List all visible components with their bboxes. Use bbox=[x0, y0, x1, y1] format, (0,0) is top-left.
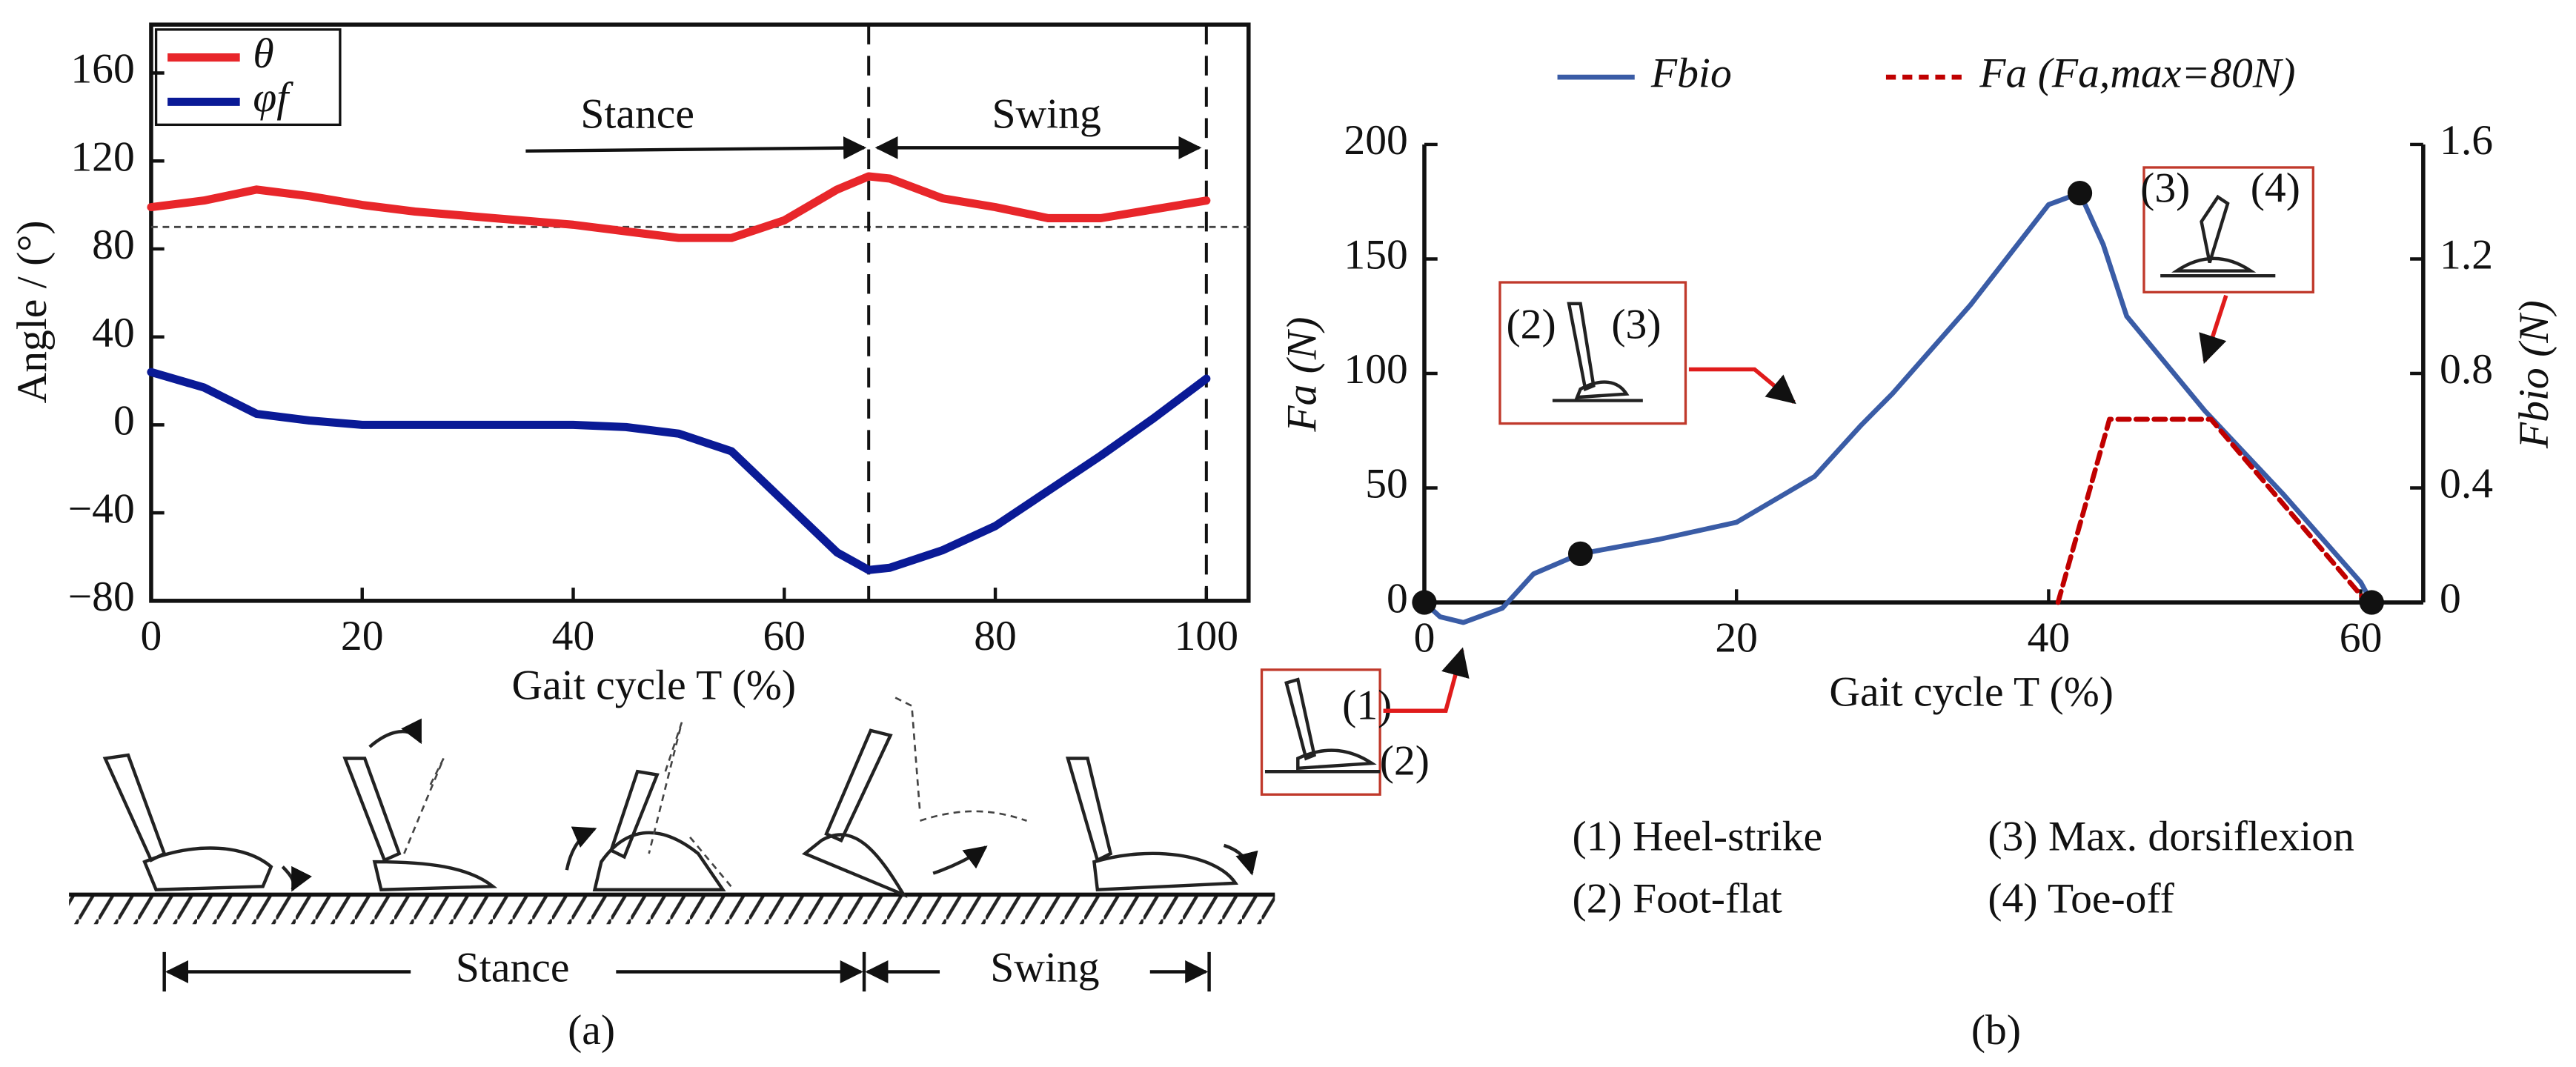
x-tick-label: 60 bbox=[2340, 614, 2383, 661]
x-tick-label: 0 bbox=[1414, 614, 1435, 661]
event-point bbox=[2359, 590, 2384, 615]
inset-figure bbox=[1264, 677, 1381, 774]
series-line bbox=[147, 172, 1211, 242]
inset-box bbox=[1260, 668, 1381, 796]
y-tick-label: 80 bbox=[92, 222, 135, 268]
y-tick-label: 50 bbox=[1365, 461, 1408, 508]
series-line bbox=[1421, 190, 2374, 625]
event-point bbox=[1412, 590, 1437, 615]
legend-box bbox=[154, 28, 342, 127]
plot-frame bbox=[149, 22, 1251, 603]
event-point bbox=[2067, 181, 2093, 206]
series-line bbox=[2055, 416, 2370, 605]
annotation: Swing bbox=[992, 91, 1101, 138]
y-tick-label: 150 bbox=[1344, 232, 1407, 279]
y2-tick-label: 0.4 bbox=[2440, 461, 2493, 508]
inset-label: (3) bbox=[1611, 301, 1661, 348]
pointer-arrow bbox=[1688, 367, 1796, 405]
y-tick-label: 40 bbox=[92, 310, 135, 356]
y-tick-label: 100 bbox=[1344, 346, 1407, 393]
inset-label: (2) bbox=[1506, 301, 1556, 348]
y-axis-label: Fa (N) bbox=[1279, 317, 1326, 433]
x-axis-label: Gait cycle T (%) bbox=[1829, 669, 2114, 716]
inset-figure bbox=[2160, 194, 2276, 278]
inset-label: (4) bbox=[2251, 164, 2300, 211]
x-tick-label: 40 bbox=[2028, 614, 2071, 661]
annotation: Stance bbox=[580, 91, 694, 138]
y2-tick-label: 0 bbox=[2440, 575, 2461, 622]
y-tick-label: −40 bbox=[68, 485, 135, 532]
inset-label: (3) bbox=[2140, 164, 2190, 211]
phase-label: (3) Max. dorsiflexion bbox=[1988, 814, 2354, 860]
illustration-label: Stance bbox=[456, 945, 570, 991]
caption: (b) bbox=[1971, 1007, 2021, 1054]
y-tick-label: −80 bbox=[68, 574, 135, 620]
annotation-arrow bbox=[525, 136, 867, 160]
y-tick-label: 0 bbox=[113, 398, 135, 445]
caption: (a) bbox=[568, 1007, 615, 1054]
x-tick-label: 80 bbox=[974, 613, 1017, 659]
y2-axis-label: Fbio (N) bbox=[2511, 300, 2557, 449]
y2-tick-label: 0.8 bbox=[2440, 346, 2493, 393]
pointer-arrow bbox=[2199, 294, 2228, 365]
phase-label: (1) Heel-strike bbox=[1573, 814, 1823, 860]
x-tick-label: 20 bbox=[1715, 614, 1758, 661]
phase-label: (2) Foot-flat bbox=[1573, 876, 1782, 923]
pointer-arrow bbox=[1383, 647, 1470, 714]
illustration-label: Swing bbox=[990, 945, 1099, 991]
x-tick-label: 100 bbox=[1175, 613, 1238, 659]
series-line bbox=[147, 368, 1211, 574]
y-axis-label: Angle / (°) bbox=[9, 220, 56, 403]
inset-label: (2) bbox=[1380, 738, 1430, 785]
x-tick-label: 60 bbox=[763, 613, 806, 659]
y2-tick-label: 1.6 bbox=[2440, 117, 2493, 164]
y-tick-label: 200 bbox=[1344, 117, 1407, 164]
legend-label: φf bbox=[253, 75, 293, 122]
gait-illustration bbox=[69, 697, 1275, 992]
y2-tick-label: 1.2 bbox=[2440, 232, 2493, 279]
x-tick-label: 40 bbox=[552, 613, 595, 659]
x-tick-label: 0 bbox=[141, 613, 162, 659]
y-tick-label: 120 bbox=[70, 133, 134, 180]
y-tick-label: 160 bbox=[70, 46, 134, 93]
legend-label: Fa (Fa,max=80N) bbox=[1979, 50, 2295, 96]
x-tick-label: 20 bbox=[341, 613, 384, 659]
legend-label: θ bbox=[253, 30, 273, 77]
x-axis-label: Gait cycle T (%) bbox=[512, 662, 797, 709]
inset-figure bbox=[1552, 302, 1643, 402]
inset-label: (1) bbox=[1342, 682, 1392, 728]
event-point bbox=[1567, 541, 1593, 566]
y-tick-label: 0 bbox=[1387, 575, 1408, 622]
legend-label: Fbio bbox=[1650, 50, 1732, 96]
phase-label: (4) Toe-off bbox=[1988, 876, 2174, 923]
